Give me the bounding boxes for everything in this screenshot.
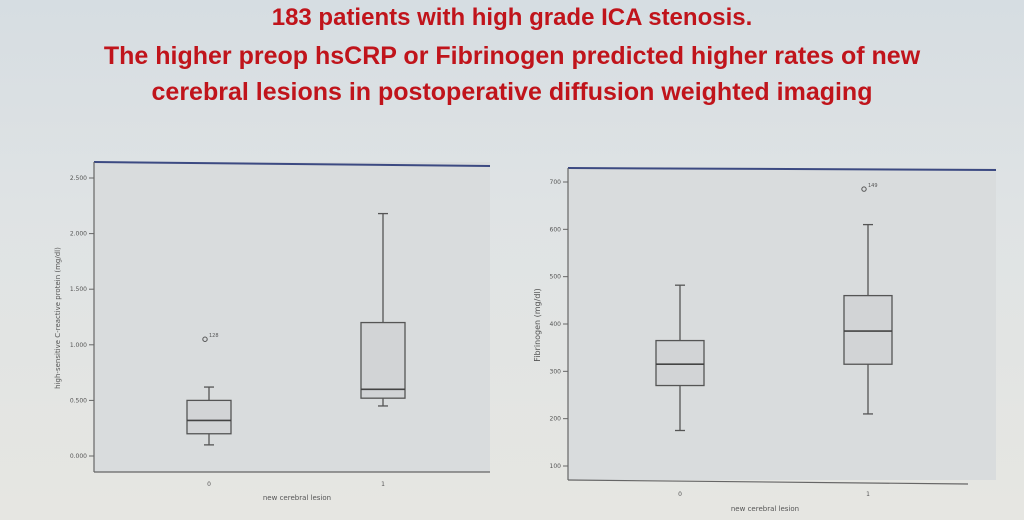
fibrinogen-boxplot: 100 200 300 400 500 600 700 0 1 149 Fibrinogen … bbox=[533, 167, 997, 513]
y-tick-label: 2.500 bbox=[70, 175, 87, 182]
fib-top-border bbox=[567, 167, 997, 171]
iqr-box bbox=[186, 399, 232, 435]
iqr-box bbox=[843, 294, 893, 365]
y-tick-label: 1.000 bbox=[70, 342, 87, 349]
outlier-point bbox=[202, 336, 208, 342]
outlier-point bbox=[861, 186, 867, 192]
x-tick-label: 1 bbox=[866, 491, 870, 498]
x-tick-label: 0 bbox=[207, 481, 211, 488]
slide-title-line-1: 183 patients with high grade ICA stenosi… bbox=[271, 4, 753, 31]
iqr-box bbox=[360, 321, 406, 399]
crp-y-axis-label: high-sensitive C-reactive protein (mg/dl… bbox=[54, 247, 62, 389]
fib-plot-area bbox=[568, 168, 996, 480]
y-tick-label: 200 bbox=[550, 416, 562, 423]
outlier-label: 149 bbox=[868, 183, 878, 189]
y-tick-label: 300 bbox=[550, 368, 562, 375]
crp-boxplot: 0.000 0.500 1.000 1.500 2.000 2.500 0 1 128 hi… bbox=[54, 161, 491, 502]
slide-title-line-3: cerebral lesions in postoperative diffus… bbox=[151, 78, 873, 106]
fib-y-axis-label: Fibrinogen (mg/dl) bbox=[533, 288, 542, 362]
fib-x-axis bbox=[567, 479, 969, 485]
y-tick-label: 100 bbox=[550, 463, 562, 470]
slide-title-line-2: The higher preop hsCRP or Fibrinogen pre… bbox=[103, 42, 921, 70]
y-tick-label: 400 bbox=[550, 321, 562, 328]
x-tick-label: 0 bbox=[678, 491, 682, 498]
crp-plot-area bbox=[94, 162, 490, 472]
y-tick-label: 0.500 bbox=[70, 397, 87, 404]
y-tick-label: 700 bbox=[550, 179, 562, 186]
x-tick-label: 1 bbox=[381, 481, 385, 488]
fib-x-axis-label: new cerebral lesion bbox=[731, 505, 799, 513]
y-tick-label: 600 bbox=[550, 226, 562, 233]
y-tick-label: 0.000 bbox=[70, 453, 87, 460]
crp-top-border bbox=[93, 161, 491, 167]
crp-x-axis-label: new cerebral lesion bbox=[263, 494, 331, 502]
y-tick-label: 1.500 bbox=[70, 286, 87, 293]
y-tick-label: 500 bbox=[550, 274, 562, 281]
iqr-box bbox=[655, 339, 705, 387]
y-tick-label: 2.000 bbox=[70, 231, 87, 238]
outlier-label: 128 bbox=[209, 333, 219, 339]
